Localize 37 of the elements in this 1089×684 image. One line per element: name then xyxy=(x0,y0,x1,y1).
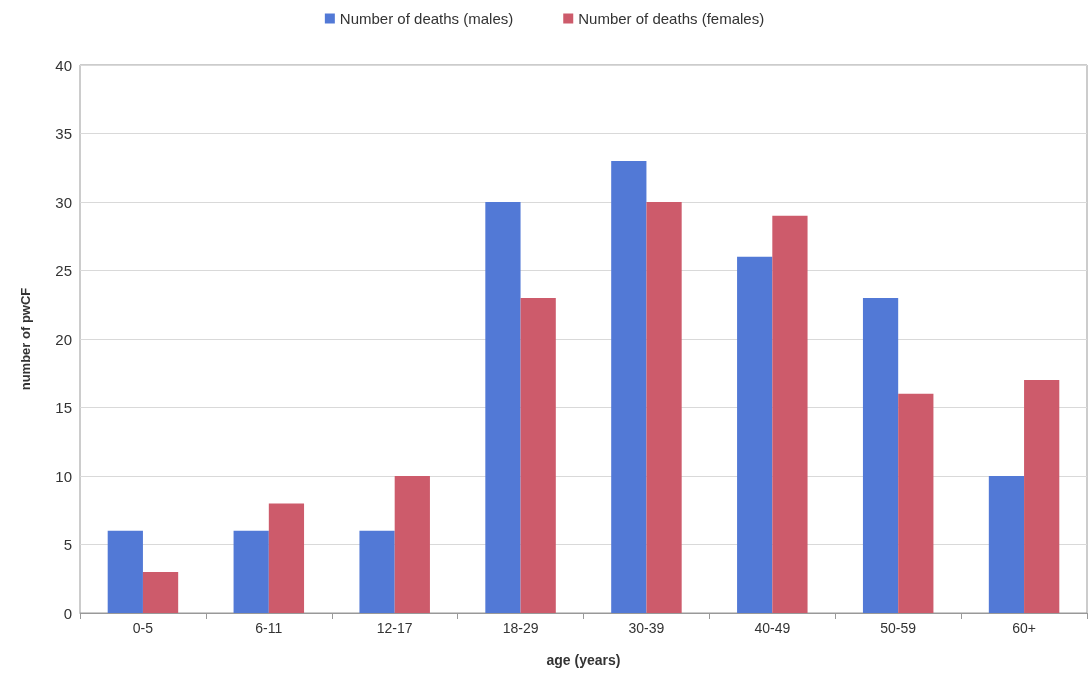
bar xyxy=(485,202,521,613)
bar xyxy=(988,476,1025,613)
y-tick-label: 5 xyxy=(63,536,72,553)
x-axis-title: age (years) xyxy=(546,652,621,668)
bar xyxy=(107,530,143,613)
y-tick-label: 0 xyxy=(63,604,72,622)
x-tick-label: 40-49 xyxy=(754,620,791,636)
bar xyxy=(1024,380,1060,613)
bar xyxy=(898,393,934,613)
bar xyxy=(737,256,773,613)
y-tick-label: 30 xyxy=(55,193,72,211)
bar xyxy=(142,571,179,613)
x-tick-label: 6-11 xyxy=(255,620,283,636)
bar xyxy=(862,297,899,613)
y-tick-label: 15 xyxy=(55,399,72,416)
bar xyxy=(233,530,269,613)
y-tick-label: 20 xyxy=(55,330,72,348)
x-tick-label: 50-59 xyxy=(880,620,917,636)
x-tick-label: 30-39 xyxy=(628,620,665,636)
bar xyxy=(359,530,395,613)
legend-label: Number of deaths (males) xyxy=(339,10,514,27)
x-tick-label: 0-5 xyxy=(132,620,154,636)
y-axis-title: number of pwCF xyxy=(18,287,33,391)
x-tick-label: 18-29 xyxy=(502,620,539,636)
legend-label: Number of deaths (females) xyxy=(578,10,765,27)
bar xyxy=(520,297,556,613)
bar xyxy=(646,202,682,613)
bar xyxy=(268,503,305,613)
bar xyxy=(611,160,647,613)
bar xyxy=(772,215,808,613)
bar xyxy=(394,476,430,613)
x-tick-label: 60+ xyxy=(1012,620,1036,636)
y-tick-label: 10 xyxy=(55,467,72,485)
y-tick-label: 25 xyxy=(55,262,72,279)
y-tick-label: 35 xyxy=(55,125,72,142)
x-tick-label: 12-17 xyxy=(376,620,413,636)
y-tick-label: 40 xyxy=(55,56,72,74)
